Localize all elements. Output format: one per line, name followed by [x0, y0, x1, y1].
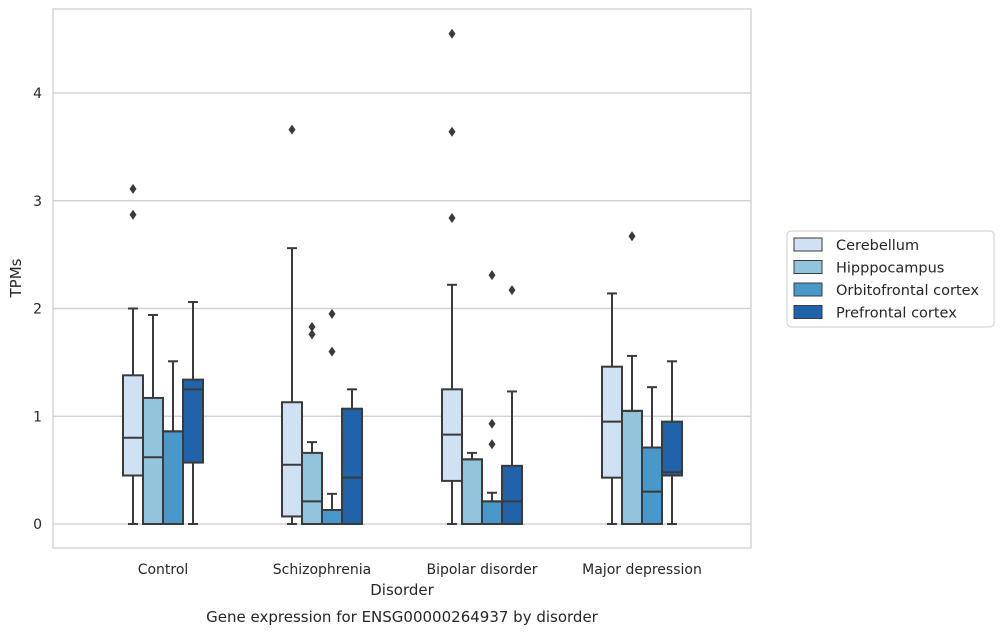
- x-tick-label: Bipolar disorder: [426, 562, 537, 578]
- box-3-1: [341, 388, 363, 525]
- outlier-point: [448, 212, 456, 223]
- outlier-point: [448, 126, 456, 137]
- box-0-1: [281, 124, 303, 525]
- box-0-2: [441, 28, 463, 525]
- box-body: [162, 430, 184, 525]
- legend-frame: [786, 230, 995, 328]
- y-tick-label: 1: [33, 409, 42, 425]
- legend-label: Cerebellum: [836, 238, 919, 254]
- box-body: [321, 508, 343, 525]
- y-tick-label: 0: [33, 517, 42, 533]
- outlier-point: [328, 346, 336, 357]
- outlier-point: [288, 124, 296, 135]
- outlier-point: [628, 231, 636, 242]
- legend-label: Prefrontal cortex: [836, 306, 957, 322]
- outlier-point: [129, 183, 137, 194]
- box-2-1: [321, 308, 343, 525]
- box-1-2: [461, 451, 483, 526]
- y-tick-label: 2: [33, 302, 42, 318]
- box-3-0: [182, 301, 204, 525]
- outlier-point: [448, 28, 456, 39]
- box-body: [341, 407, 363, 525]
- outlier-point: [308, 329, 316, 340]
- outlier-point: [508, 285, 516, 296]
- legend-label: Orbitofrontal cortex: [836, 283, 979, 299]
- box-body: [641, 446, 663, 525]
- box-3-3: [661, 360, 683, 525]
- box-body: [182, 378, 204, 464]
- box-1-1: [301, 321, 323, 526]
- box-body: [501, 464, 523, 526]
- box-body: [142, 396, 164, 525]
- plot-area: [52, 8, 752, 549]
- outlier-point: [129, 209, 137, 220]
- y-tick-label: 4: [33, 86, 42, 102]
- chart-title: Gene expression for ENSG00000264937 by d…: [206, 608, 599, 626]
- box-body: [621, 409, 643, 525]
- boxes-layer: [122, 28, 683, 526]
- box-body: [461, 458, 483, 526]
- legend-swatch: [793, 237, 823, 252]
- box-body: [301, 451, 323, 526]
- x-tick-label: Major depression: [582, 562, 702, 578]
- box-1-3: [621, 231, 643, 525]
- box-2-3: [641, 386, 663, 525]
- box-1-0: [142, 313, 164, 525]
- box-0-0: [122, 183, 144, 525]
- x-tick-label: Control: [138, 562, 189, 578]
- legend-swatch: [793, 282, 823, 297]
- x-axis-label: Disorder: [370, 581, 434, 599]
- legend-swatch: [793, 305, 823, 319]
- x-tick-label: Schizophrenia: [273, 562, 371, 578]
- outlier-point: [488, 418, 496, 429]
- y-tick-label: 3: [33, 194, 42, 210]
- legend-swatch: [793, 260, 823, 274]
- x-axis-ticks: Control Schizophrenia Bipolar disorder Majo…: [138, 562, 702, 578]
- legend-label: Hipppocampus: [836, 261, 944, 277]
- y-axis-label: TPMs: [7, 258, 25, 298]
- outlier-point: [488, 439, 496, 450]
- box-body: [661, 420, 683, 477]
- box-3-2: [501, 285, 523, 526]
- box-body: [481, 500, 503, 525]
- box-2-2: [481, 270, 503, 525]
- y-axis-ticks: 0 1 2 3 4: [33, 86, 42, 533]
- box-body: [281, 401, 303, 518]
- legend: Cerebellum Hipppocampus Orbitofrontal cort…: [786, 230, 995, 328]
- outlier-point: [308, 321, 316, 332]
- box-2-0: [162, 360, 184, 525]
- box-0-3: [601, 292, 623, 525]
- outlier-point: [328, 308, 336, 319]
- outlier-point: [488, 270, 496, 281]
- box-body: [122, 374, 144, 477]
